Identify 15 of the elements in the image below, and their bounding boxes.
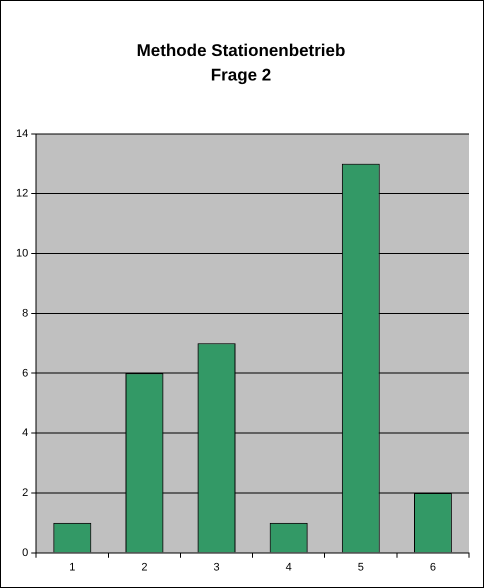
y-tick-label: 2 [22, 486, 28, 499]
x-tick-label: 3 [213, 561, 220, 574]
x-tick-label: 6 [430, 561, 436, 574]
x-tick-label: 2 [141, 561, 148, 574]
y-tick-label: 8 [22, 307, 28, 320]
y-tick-label: 6 [22, 367, 28, 380]
x-tick-label: 4 [286, 561, 292, 574]
y-tick-label: 14 [16, 128, 28, 140]
x-tick-label: 1 [69, 561, 76, 574]
y-tick-label: 10 [16, 248, 28, 260]
y-tick-label: 0 [22, 546, 28, 559]
chart-title: Methode Stationenbetrieb [136, 40, 346, 60]
y-tick-label: 12 [16, 188, 28, 200]
x-tick-label: 5 [358, 561, 364, 574]
y-tick-label: 4 [22, 427, 28, 440]
